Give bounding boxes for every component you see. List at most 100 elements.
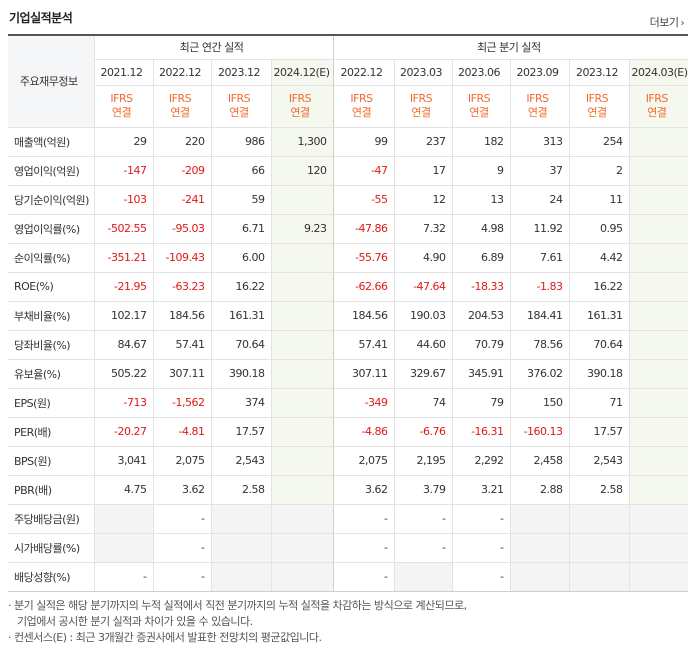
table-cell: 99 xyxy=(332,127,395,157)
table-cell xyxy=(628,243,689,273)
ifrs-label: IFRS 연결 xyxy=(152,85,211,128)
table-row: 매출액(억원) 29 220 986 1,300 99 237 182 313 254 xyxy=(8,127,689,157)
ifrs-consolidated: 연결 xyxy=(587,106,607,119)
table-cell xyxy=(270,359,334,389)
row-label: PBR(배) xyxy=(8,475,94,505)
table-cell: 9.23 xyxy=(270,213,334,244)
table-cell xyxy=(628,127,689,157)
table-cell xyxy=(628,272,689,302)
row-label: BPS(원) xyxy=(8,446,94,476)
table-cell xyxy=(628,417,689,447)
table-row: 영업이익률(%) -502.55 -95.03 6.71 9.23 -47.86 7.32 4… xyxy=(8,213,689,244)
table-cell: -18.33 xyxy=(451,272,511,302)
table-cell: -47.86 xyxy=(332,213,395,244)
table-cell: 345.91 xyxy=(451,359,511,389)
table-cell: 79 xyxy=(451,387,511,418)
table-cell xyxy=(270,272,334,302)
period-header: 2021.12 xyxy=(93,59,153,86)
table-cell: -62.66 xyxy=(332,272,395,302)
period-header: 2023.06 xyxy=(451,59,511,86)
table-cell: -209 xyxy=(152,156,211,186)
table-cell: 161.31 xyxy=(568,300,630,331)
period-header: 2024.12(E) xyxy=(270,59,334,86)
table-cell: 505.22 xyxy=(93,359,153,389)
table-row: 당좌비율(%) 84.67 57.41 70.64 57.41 44.60 70.79 78.… xyxy=(8,330,689,360)
table-cell: -20.27 xyxy=(93,417,153,447)
table-cell: 204.53 xyxy=(451,300,511,331)
table-cell: 57.41 xyxy=(152,330,211,360)
table-cell: 7.61 xyxy=(509,243,570,273)
table-cell: 17.57 xyxy=(210,417,271,447)
row-label: EPS(원) xyxy=(8,387,94,418)
table-cell: 24 xyxy=(509,185,570,215)
table-cell xyxy=(210,503,271,534)
table-cell: -95.03 xyxy=(152,213,211,244)
ifrs-standard: IFRS xyxy=(110,92,133,105)
table-cell: 4.42 xyxy=(568,243,630,273)
table-cell: 70.79 xyxy=(451,330,511,360)
period-header: 2023.03 xyxy=(393,59,453,86)
ifrs-standard: IFRS xyxy=(645,92,669,105)
row-label: 매출액(억원) xyxy=(8,127,94,157)
table-cell: - xyxy=(332,562,395,592)
table-cell: 59 xyxy=(210,185,271,215)
table-cell: -1,562 xyxy=(152,387,211,418)
ifrs-consolidated: 연결 xyxy=(647,106,667,119)
table-cell: 12 xyxy=(393,185,453,215)
table-cell: 16.22 xyxy=(210,272,271,302)
table-cell: 66 xyxy=(210,156,271,186)
row-label: 영업이익률(%) xyxy=(8,213,94,244)
table-cell xyxy=(628,213,689,244)
table-cell: 2,075 xyxy=(152,446,211,476)
table-cell xyxy=(628,387,689,418)
table-cell xyxy=(270,300,334,331)
more-link[interactable]: 더보기 › xyxy=(649,14,685,30)
table-cell: -502.55 xyxy=(93,213,153,244)
ifrs-consolidated: 연결 xyxy=(111,106,132,119)
period-header: 2024.03(E) xyxy=(628,59,688,86)
table-cell: 2.58 xyxy=(568,475,630,505)
table-row: EPS(원) -713 -1,562 374 -349 74 79 150 71 xyxy=(8,387,689,418)
table-cell: 220 xyxy=(152,127,211,157)
table-cell: - xyxy=(152,533,211,563)
table-cell: 190.03 xyxy=(393,300,453,331)
table-cell: -351.21 xyxy=(93,243,153,273)
footnotes: · 분기 실적은 해당 분기까지의 누적 실적에서 직전 분기까지의 누적 실적… xyxy=(8,598,467,646)
table-cell: 161.31 xyxy=(210,300,271,331)
row-label: 당좌비율(%) xyxy=(8,330,94,360)
table-cell: - xyxy=(332,503,395,534)
table-cell: 6.00 xyxy=(210,243,271,273)
table-cell: 2 xyxy=(568,156,630,186)
table-cell: 3.62 xyxy=(152,475,211,505)
row-label: 주당배당금(원) xyxy=(8,503,94,534)
table-cell: 37 xyxy=(509,156,570,186)
table-cell: 84.67 xyxy=(93,330,153,360)
table-cell xyxy=(393,562,453,592)
table-cell: -47 xyxy=(332,156,395,186)
row-label: PER(배) xyxy=(8,417,94,447)
table-cell: 329.67 xyxy=(393,359,453,389)
ifrs-label: IFRS 연결 xyxy=(93,85,153,128)
table-cell: - xyxy=(152,503,211,534)
note-1: · 분기 실적은 해당 분기까지의 누적 실적에서 직전 분기까지의 누적 실적… xyxy=(8,599,467,612)
period-header: 2023.09 xyxy=(509,59,570,86)
ifrs-label: IFRS 연결 xyxy=(270,85,334,128)
table-cell: 2,458 xyxy=(509,446,570,476)
table-cell: -55 xyxy=(332,185,395,215)
ifrs-label: IFRS 연결 xyxy=(451,85,511,128)
more-label: 더보기 xyxy=(649,16,679,29)
table-cell: 16.22 xyxy=(568,272,630,302)
table-cell: 184.41 xyxy=(509,300,570,331)
table-cell xyxy=(628,300,689,331)
quarterly-group-header: 최근 분기 실적 xyxy=(332,35,689,60)
table-cell: 70.64 xyxy=(210,330,271,360)
table-cell: 13 xyxy=(451,185,511,215)
chevron-right-icon: › xyxy=(680,18,685,29)
ifrs-consolidated: 연결 xyxy=(411,106,431,119)
ifrs-label: IFRS 연결 xyxy=(628,85,689,128)
row-label: 당기순이익(억원) xyxy=(8,185,94,215)
table-cell: - xyxy=(152,562,211,592)
table-cell: - xyxy=(451,562,511,592)
table-row: PBR(배) 4.75 3.62 2.58 3.62 3.79 3.21 2.88 2.58 xyxy=(8,475,689,505)
table-cell xyxy=(93,533,153,563)
